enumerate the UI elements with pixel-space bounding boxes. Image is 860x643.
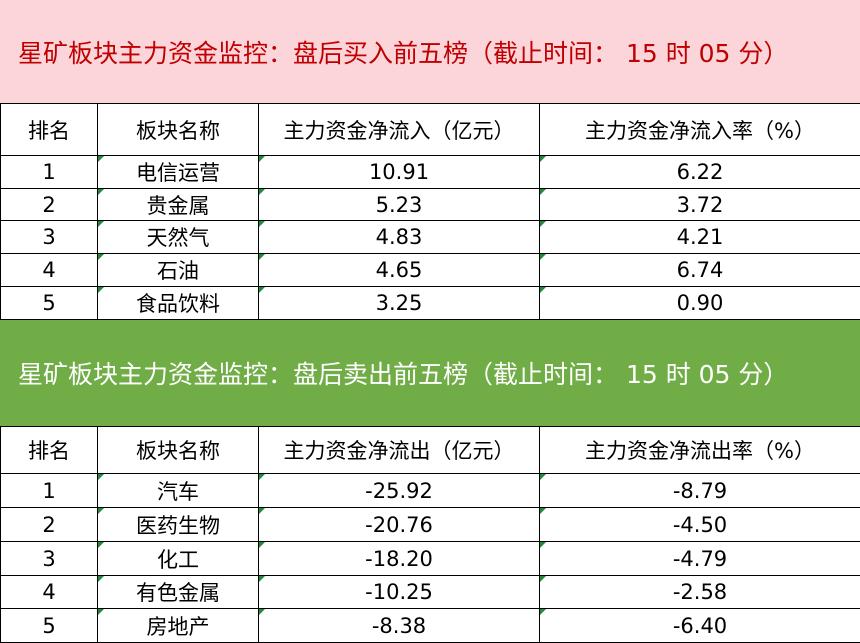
table-cell: 3	[1, 542, 98, 576]
table-cell: 石油	[98, 254, 259, 287]
table-cell: -20.76	[259, 508, 540, 542]
table-cell: 5.23	[259, 189, 540, 221]
header-cell: 主力资金净流出率（%）	[540, 427, 860, 474]
table-cell: -4.79	[540, 542, 860, 576]
table-cell: 2	[1, 508, 98, 542]
table-cell: -8.79	[540, 474, 860, 508]
table-cell: 3	[1, 221, 98, 254]
table-cell: 4.21	[540, 221, 860, 254]
header-cell: 主力资金净流出（亿元）	[259, 427, 540, 474]
table-cell: -10.25	[259, 576, 540, 609]
table-cell: 4	[1, 254, 98, 287]
table-cell: 3.72	[540, 189, 860, 221]
table-cell: 天然气	[98, 221, 259, 254]
table-cell: 10.91	[259, 156, 540, 189]
table-cell: 贵金属	[98, 189, 259, 221]
table-cell: 4.83	[259, 221, 540, 254]
table-cell: 6.22	[540, 156, 860, 189]
table-cell: 1	[1, 156, 98, 189]
table-cell: -4.50	[540, 508, 860, 542]
table-cell: -18.20	[259, 542, 540, 576]
header-cell: 主力资金净流入率（%）	[540, 104, 860, 156]
table-cell: -25.92	[259, 474, 540, 508]
table-cell: 1	[1, 474, 98, 508]
header-row: 排名板块名称主力资金净流入（亿元）主力资金净流入率（%）	[1, 104, 860, 156]
table-cell: -8.38	[259, 609, 540, 643]
header-cell: 主力资金净流入（亿元）	[259, 104, 540, 156]
header-cell: 板块名称	[98, 104, 259, 156]
table-cell: 3.25	[259, 287, 540, 320]
table-cell: 化工	[98, 542, 259, 576]
table-cell: -2.58	[540, 576, 860, 609]
table-cell: 食品饮料	[98, 287, 259, 320]
table-cell: 电信运营	[98, 156, 259, 189]
table-cell: 2	[1, 189, 98, 221]
table-cell: 4	[1, 576, 98, 609]
header-cell: 排名	[1, 104, 98, 156]
table-cell: 5	[1, 609, 98, 643]
table-cell: 有色金属	[98, 576, 259, 609]
header-cell: 排名	[1, 427, 98, 474]
section-title: 星矿板块主力资金监控：盘后卖出前五榜（截止时间： 15 时 05 分）	[0, 320, 860, 426]
table-cell: 汽车	[98, 474, 259, 508]
table-cell: -6.40	[540, 609, 860, 643]
header-row: 排名板块名称主力资金净流出（亿元）主力资金净流出率（%）	[1, 427, 860, 474]
table-cell: 6.74	[540, 254, 860, 287]
table-cell: 5	[1, 287, 98, 320]
table-cell: 0.90	[540, 287, 860, 320]
section-title: 星矿板块主力资金监控：盘后买入前五榜（截止时间： 15 时 05 分）	[0, 0, 860, 103]
table-cell: 4.65	[259, 254, 540, 287]
table-cell: 医药生物	[98, 508, 259, 542]
header-cell: 板块名称	[98, 427, 259, 474]
table-cell: 房地产	[98, 609, 259, 643]
